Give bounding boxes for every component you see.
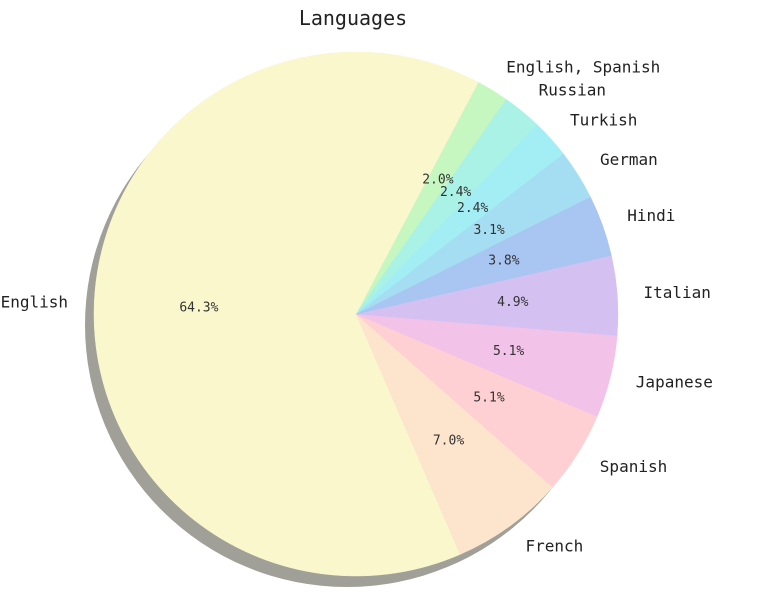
category-label-turkish: Turkish bbox=[570, 111, 637, 130]
category-label-hindi: Hindi bbox=[627, 206, 675, 225]
pct-label-japanese: 5.1% bbox=[493, 344, 524, 359]
pct-label-italian: 4.9% bbox=[497, 295, 528, 310]
category-label-french: French bbox=[526, 537, 584, 556]
chart-title: Languages bbox=[299, 6, 407, 30]
pie-category-labels: English, Spanish English French Spanish Japa… bbox=[1, 58, 713, 556]
category-label-english-spanish: English, Spanish bbox=[506, 58, 660, 77]
pct-label-spanish: 5.1% bbox=[473, 390, 504, 405]
category-label-german: German bbox=[600, 150, 658, 169]
pct-label-hindi: 3.8% bbox=[488, 253, 519, 268]
pie-slice-russian bbox=[355, 99, 538, 315]
category-label-russian: Russian bbox=[539, 81, 606, 100]
pct-label-english: 64.3% bbox=[179, 301, 218, 316]
category-label-english: English bbox=[1, 293, 68, 312]
pct-label-russian: 2.4% bbox=[440, 185, 471, 200]
pct-label-english-spanish: 2.0% bbox=[422, 172, 453, 187]
pct-label-turkish: 2.4% bbox=[457, 201, 488, 216]
pct-label-german: 3.1% bbox=[473, 223, 504, 238]
category-label-japanese: Japanese bbox=[636, 373, 713, 392]
category-label-spanish: Spanish bbox=[600, 457, 667, 476]
pie-slice-french bbox=[355, 313, 553, 555]
pct-label-french: 7.0% bbox=[433, 434, 464, 449]
pie-slice-english bbox=[93, 51, 479, 577]
category-label-italian: Italian bbox=[644, 283, 711, 302]
pie-slices bbox=[93, 51, 619, 577]
pie-percent-labels: 2.0% 64.3% 7.0% 5.1% 5.1% 4.9% 3.8% 3.1% 2.4%2.4… bbox=[179, 172, 528, 448]
